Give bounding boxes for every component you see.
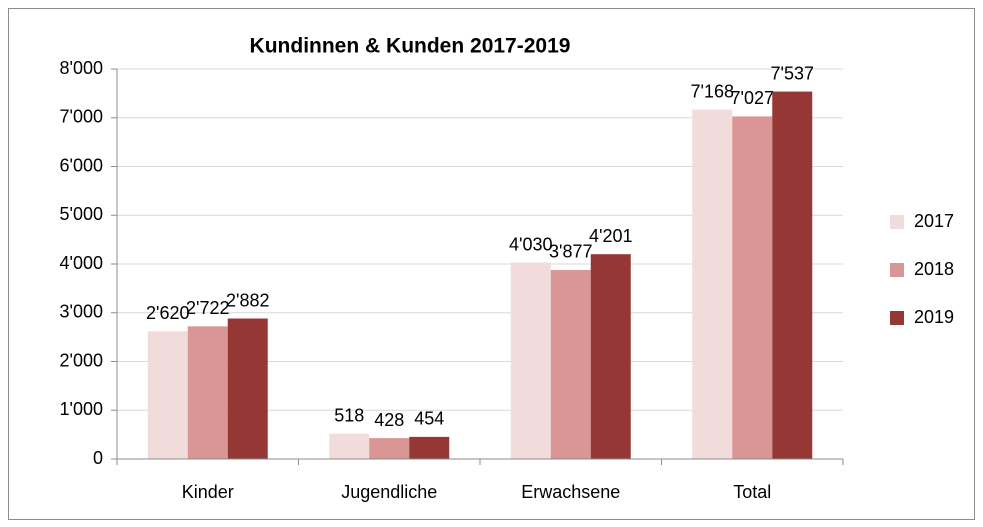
bar [147,331,188,459]
x-tick-label: Jugendliche [341,482,437,502]
bar [772,91,813,459]
bar [187,326,228,459]
x-tick-label: Kinder [182,482,234,502]
legend-label: 2019 [914,307,954,327]
y-tick-label: 1'000 [60,399,103,419]
y-tick-label: 6'000 [60,155,103,175]
y-tick-label: 2'000 [60,350,103,370]
y-tick-label: 3'000 [60,302,103,322]
bar [329,433,370,459]
bar [692,109,733,459]
x-tick-label: Erwachsene [521,482,620,502]
legend-label: 2017 [914,211,954,231]
value-label: 2'620 [146,303,189,323]
bar [369,438,410,459]
value-label: 7'537 [771,63,814,83]
value-label: 454 [414,409,444,429]
value-label: 518 [334,405,364,425]
legend-label: 2018 [914,259,954,279]
legend-swatch [890,263,904,277]
value-label: 4'201 [589,226,632,246]
bar [550,269,591,459]
value-label: 3'877 [549,242,592,262]
legend-swatch [890,215,904,229]
value-label: 2'722 [186,298,229,318]
legend-swatch [890,311,904,325]
y-tick-label: 7'000 [60,107,103,127]
y-tick-label: 4'000 [60,253,103,273]
value-label: 4'030 [509,234,552,254]
value-label: 7'027 [731,88,774,108]
bar [409,436,450,459]
bar [590,254,631,459]
value-label: 2'882 [226,290,269,310]
y-tick-label: 8'000 [60,58,103,78]
bar [510,262,551,459]
value-label: 428 [374,410,404,430]
bar [227,318,268,459]
y-tick-label: 0 [93,448,103,468]
bar [732,116,773,459]
y-tick-label: 5'000 [60,204,103,224]
chart-title: Kundinnen & Kunden 2017-2019 [250,35,571,58]
x-tick-label: Total [733,482,771,502]
value-label: 7'168 [691,81,734,101]
